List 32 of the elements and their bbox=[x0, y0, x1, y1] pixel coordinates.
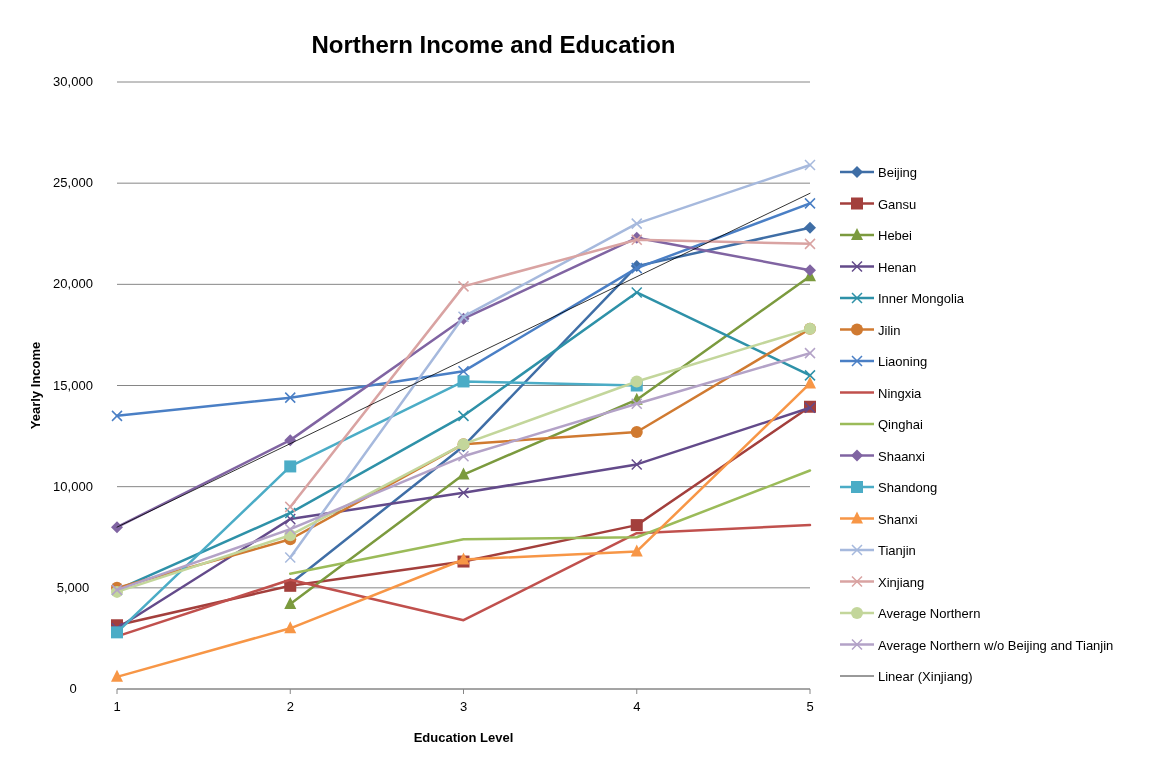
legend-label: Gansu bbox=[878, 196, 917, 212]
y-axis-title: Yearly Income bbox=[28, 341, 43, 430]
legend-label: Shandong bbox=[878, 480, 938, 495]
legend-label: Shanxi bbox=[878, 511, 918, 527]
legend-label: Average Northern w/o Beijing and Tianjin bbox=[878, 637, 1114, 653]
legend-label: Average Northern bbox=[878, 606, 981, 621]
y-tick-label: 15,000 bbox=[53, 377, 93, 393]
legend-label: Shaanxi bbox=[878, 448, 926, 464]
y-tick-label: 30,000 bbox=[53, 74, 93, 89]
legend-label: Liaoning bbox=[878, 354, 928, 369]
legend-label: Beijing bbox=[878, 165, 918, 180]
legend-label: Xinjiang bbox=[878, 574, 925, 590]
x-tick-label: 2 bbox=[286, 699, 294, 714]
x-tick-label: 1 bbox=[113, 699, 121, 714]
legend-label: Hebei bbox=[878, 228, 913, 243]
legend-label: Linear (Xinjiang) bbox=[878, 669, 973, 684]
legend-label: Qinghai bbox=[878, 417, 923, 432]
legend-label: Ningxia bbox=[878, 385, 923, 401]
x-tick-label: 3 bbox=[459, 699, 468, 714]
chart-title: Northern Income and Education bbox=[311, 31, 676, 58]
legend-label: Jilin bbox=[878, 322, 901, 338]
x-tick-label: 4 bbox=[633, 699, 641, 714]
y-tick-label: 10,000 bbox=[53, 478, 93, 494]
y-tick-label: 0 bbox=[69, 681, 77, 696]
x-tick-label: 5 bbox=[806, 699, 814, 714]
legend-label: Henan bbox=[878, 259, 917, 275]
y-tick-label: 25,000 bbox=[53, 175, 93, 191]
legend-label: Tianjin bbox=[878, 543, 916, 558]
y-tick-label: 20,000 bbox=[53, 276, 93, 292]
x-axis-title: Education Level bbox=[413, 730, 514, 745]
y-tick-label: 5,000 bbox=[56, 579, 90, 595]
legend-label: Inner Mongolia bbox=[878, 291, 965, 306]
